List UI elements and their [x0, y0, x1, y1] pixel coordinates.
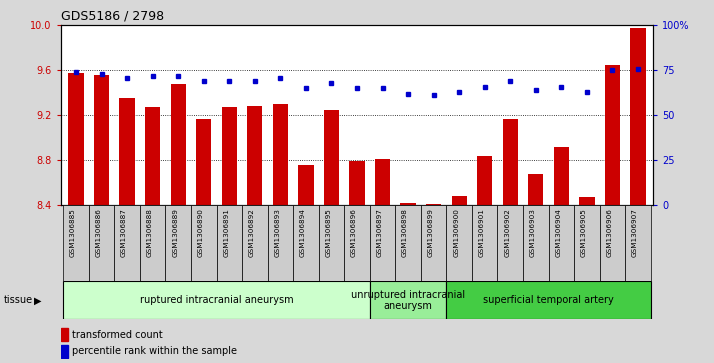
Bar [216, 205, 242, 281]
Bar [196, 119, 211, 205]
Bar [370, 281, 446, 319]
Bar [625, 205, 650, 281]
Bar [221, 107, 237, 205]
Bar [472, 205, 498, 281]
Bar [318, 205, 344, 281]
Bar [446, 205, 472, 281]
Bar [600, 205, 625, 281]
Text: GSM1306894: GSM1306894 [300, 208, 306, 257]
Bar [145, 107, 161, 205]
Bar [451, 196, 467, 205]
Text: GSM1306902: GSM1306902 [504, 208, 511, 257]
Text: transformed count: transformed count [72, 330, 163, 340]
Bar [401, 203, 416, 205]
Bar [370, 205, 396, 281]
Bar [605, 65, 620, 205]
Bar [64, 205, 89, 281]
Bar [396, 205, 421, 281]
Bar [61, 345, 68, 358]
Text: GSM1306907: GSM1306907 [632, 208, 638, 257]
Text: percentile rank within the sample: percentile rank within the sample [72, 346, 237, 356]
Text: GSM1306887: GSM1306887 [121, 208, 127, 257]
Text: GSM1306890: GSM1306890 [198, 208, 203, 257]
Text: GSM1306886: GSM1306886 [96, 208, 101, 257]
Bar [94, 75, 109, 205]
Text: ruptured intracranial aneurysm: ruptured intracranial aneurysm [140, 295, 293, 305]
Bar [574, 205, 600, 281]
Bar [349, 161, 365, 205]
Bar [553, 147, 569, 205]
Bar [503, 119, 518, 205]
Bar [498, 205, 523, 281]
Text: GSM1306899: GSM1306899 [428, 208, 433, 257]
Bar [114, 205, 140, 281]
Bar [119, 98, 135, 205]
Bar [140, 205, 166, 281]
Bar [446, 281, 650, 319]
Bar [426, 204, 441, 205]
Bar [298, 165, 313, 205]
Text: GSM1306905: GSM1306905 [581, 208, 587, 257]
Text: GSM1306897: GSM1306897 [376, 208, 383, 257]
Bar [630, 28, 645, 205]
Text: GSM1306901: GSM1306901 [478, 208, 485, 257]
Text: GSM1306893: GSM1306893 [274, 208, 281, 257]
Bar [171, 84, 186, 205]
Bar [548, 205, 574, 281]
Bar [268, 205, 293, 281]
Bar [323, 110, 339, 205]
Text: GSM1306898: GSM1306898 [402, 208, 408, 257]
Text: GSM1306895: GSM1306895 [326, 208, 331, 257]
Bar [89, 205, 114, 281]
Text: GSM1306885: GSM1306885 [70, 208, 76, 257]
Bar [166, 205, 191, 281]
Bar [344, 205, 370, 281]
Bar [579, 197, 595, 205]
Bar [421, 205, 446, 281]
Text: GSM1306896: GSM1306896 [351, 208, 357, 257]
Bar [69, 73, 84, 205]
Text: tissue: tissue [4, 295, 33, 305]
Bar [273, 104, 288, 205]
Text: GSM1306892: GSM1306892 [248, 208, 255, 257]
Text: GSM1306900: GSM1306900 [453, 208, 459, 257]
Text: GSM1306906: GSM1306906 [606, 208, 613, 257]
Text: GSM1306891: GSM1306891 [223, 208, 229, 257]
Bar [242, 205, 268, 281]
Text: GSM1306903: GSM1306903 [530, 208, 536, 257]
Bar [64, 281, 370, 319]
Bar [191, 205, 216, 281]
Bar [528, 174, 543, 205]
Bar [523, 205, 548, 281]
Bar [477, 156, 493, 205]
Text: ▶: ▶ [34, 295, 42, 305]
Text: GSM1306888: GSM1306888 [146, 208, 153, 257]
Text: unruptured intracranial
aneurysm: unruptured intracranial aneurysm [351, 290, 465, 311]
Bar [247, 106, 263, 205]
Bar [375, 159, 391, 205]
Text: GSM1306889: GSM1306889 [172, 208, 178, 257]
Bar [293, 205, 318, 281]
Text: GSM1306904: GSM1306904 [555, 208, 561, 257]
Text: GDS5186 / 2798: GDS5186 / 2798 [61, 10, 164, 23]
Bar [61, 328, 68, 341]
Text: superficial temporal artery: superficial temporal artery [483, 295, 614, 305]
